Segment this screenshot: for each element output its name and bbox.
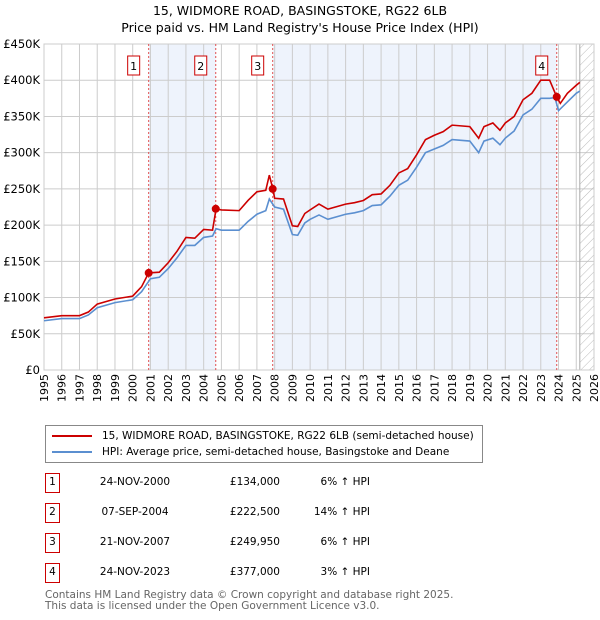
sale-hpi-diff: 14% ↑ HPI	[313, 506, 370, 518]
sale-point	[552, 92, 561, 101]
x-tick-label: 1996	[56, 374, 69, 402]
y-tick-label: £250K	[3, 182, 40, 196]
y-tick-label: £0	[25, 363, 40, 377]
y-tick-label: £200K	[3, 218, 40, 232]
sale-date: 07-SEP-2004	[101, 506, 169, 518]
footer-line: This data is licensed under the Open Gov…	[45, 600, 380, 612]
sale-hpi-diff: 3% ↑ HPI	[320, 566, 370, 578]
x-tick-label: 1998	[91, 374, 104, 402]
x-tick-label: 2005	[215, 374, 228, 402]
sale-number: 1	[45, 473, 60, 493]
x-tick-label: 1999	[109, 374, 122, 402]
legend-item-property: 15, WIDMORE ROAD, BASINGSTOKE, RG22 6LB …	[52, 428, 474, 444]
hpi-line	[43, 90, 581, 322]
sale-hpi-diff: 6% ↑ HPI	[320, 476, 370, 488]
sale-hpi-diff: 6% ↑ HPI	[320, 536, 370, 548]
y-tick-label: £300K	[3, 146, 40, 160]
y-tick-label: £100K	[3, 291, 40, 305]
shaded-period	[148, 44, 216, 370]
sale-point	[268, 184, 277, 193]
sale-price: £377,000	[229, 566, 280, 578]
legend-item-hpi: HPI: Average price, semi-detached house,…	[52, 444, 449, 460]
x-tick-label: 2013	[357, 374, 370, 402]
legend-swatch	[52, 451, 92, 453]
x-tick-label: 2015	[393, 374, 406, 402]
sale-point	[211, 204, 220, 213]
price-paid-line	[43, 79, 581, 319]
x-tick-label: 2018	[446, 374, 459, 402]
y-tick-label: £50K	[11, 327, 41, 341]
y-tick-label: £150K	[3, 254, 40, 268]
x-tick-label: 2003	[180, 374, 193, 402]
x-tick-label: 2004	[198, 374, 211, 402]
sale-label: 2	[197, 60, 204, 73]
sale-number: 2	[45, 503, 60, 523]
shaded-period	[272, 44, 557, 370]
sale-price: £249,950	[229, 536, 280, 548]
sale-row: 3 21-NOV-2007 £249,950 6% ↑ HPI	[45, 533, 445, 553]
x-tick-label: 2000	[127, 374, 140, 402]
legend: 15, WIDMORE ROAD, BASINGSTOKE, RG22 6LB …	[45, 425, 483, 463]
sale-label-box	[251, 55, 265, 76]
legend-label: HPI: Average price, semi-detached house,…	[102, 446, 450, 458]
chart-title: 15, WIDMORE ROAD, BASINGSTOKE, RG22 6LB	[152, 3, 448, 18]
y-tick-label: £400K	[3, 73, 40, 87]
x-tick-label: 2025	[570, 374, 583, 402]
x-tick-label: 2014	[375, 374, 388, 402]
y-tick-label: £350K	[3, 109, 40, 123]
x-tick-label: 1995	[38, 374, 51, 402]
x-tick-label: 2026	[588, 374, 600, 402]
x-tick-label: 2023	[535, 374, 548, 402]
x-tick-label: 2021	[499, 374, 512, 402]
sale-price: £222,500	[229, 506, 280, 518]
x-tick-label: 2008	[269, 374, 282, 402]
x-tick-label: 2001	[144, 374, 157, 402]
legend-label: 15, WIDMORE ROAD, BASINGSTOKE, RG22 6LB …	[102, 430, 474, 442]
chart-subtitle: Price paid vs. HM Land Registry's House …	[121, 20, 479, 35]
x-tick-label: 2002	[162, 374, 175, 402]
x-tick-label: 2020	[482, 374, 495, 402]
sale-point	[144, 268, 153, 277]
forecast-hatch	[579, 43, 595, 371]
x-tick-label: 2024	[553, 374, 566, 402]
sale-row: 2 07-SEP-2004 £222,500 14% ↑ HPI	[45, 503, 445, 523]
plot: 1995 1996 1997 1998 1999 2000 2001 2002 2003 2004…	[3, 37, 600, 402]
sale-label: 1	[130, 60, 137, 73]
x-tick-label: 2012	[340, 374, 353, 402]
x-tick-label: 2022	[517, 374, 530, 402]
sale-number: 3	[45, 533, 60, 553]
sale-label: 3	[254, 60, 261, 73]
sale-date: 21-NOV-2007	[99, 536, 171, 548]
x-tick-label: 2011	[322, 374, 335, 402]
sale-row: 4 24-NOV-2023 £377,000 3% ↑ HPI	[45, 563, 445, 583]
sale-label-box	[127, 55, 141, 76]
sale-label: 4	[538, 60, 545, 73]
footer-line: Contains HM Land Registry data © Crown c…	[45, 589, 454, 601]
x-tick-label: 2016	[411, 374, 424, 402]
sale-price: £134,000	[229, 476, 280, 488]
x-tick-label: 2007	[251, 374, 264, 402]
x-tick-label: 2006	[233, 374, 246, 402]
sale-date: 24-NOV-2023	[99, 566, 171, 578]
sale-row: 1 24-NOV-2000 £134,000 6% ↑ HPI	[45, 473, 445, 493]
y-tick-label: £450K	[3, 37, 40, 51]
plot-frame	[43, 43, 595, 371]
x-tick-label: 2010	[304, 374, 317, 402]
sale-date: 24-NOV-2000	[99, 476, 171, 488]
sale-label-box	[535, 55, 549, 76]
x-tick-label: 1997	[73, 374, 86, 402]
sale-number: 4	[45, 563, 60, 583]
x-tick-label: 2017	[428, 374, 441, 402]
x-tick-label: 2009	[286, 374, 299, 402]
legend-swatch	[52, 435, 92, 437]
sale-label-box	[194, 55, 208, 76]
x-tick-label: 2019	[464, 374, 477, 402]
